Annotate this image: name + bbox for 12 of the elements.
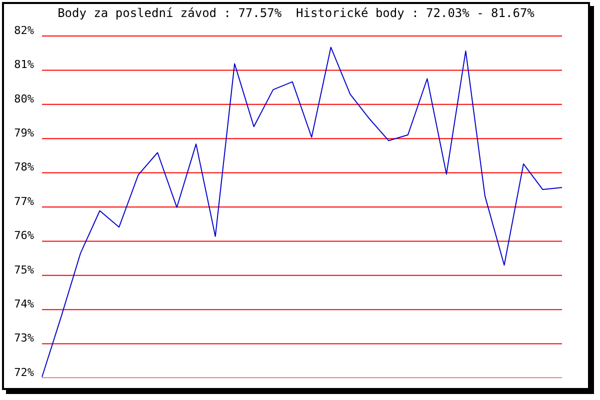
y-tick-label: 78% [14,160,34,174]
y-tick-label: 75% [14,263,34,276]
y-tick-label: 73% [14,332,34,345]
y-tick-label: 82% [14,24,34,37]
y-tick-label: 76% [14,229,34,242]
y-tick-label: 81% [14,58,34,72]
y-tick-label: 74% [14,298,34,311]
y-tick-label: 77% [14,194,34,208]
y-tick-label: 79% [14,126,34,140]
y-tick-label: 72% [14,366,34,379]
y-tick-label: 80% [14,92,34,106]
chart-title: Body za poslední závod : 77.57% Historické body : 72.03% - 81.67% [56,6,536,20]
